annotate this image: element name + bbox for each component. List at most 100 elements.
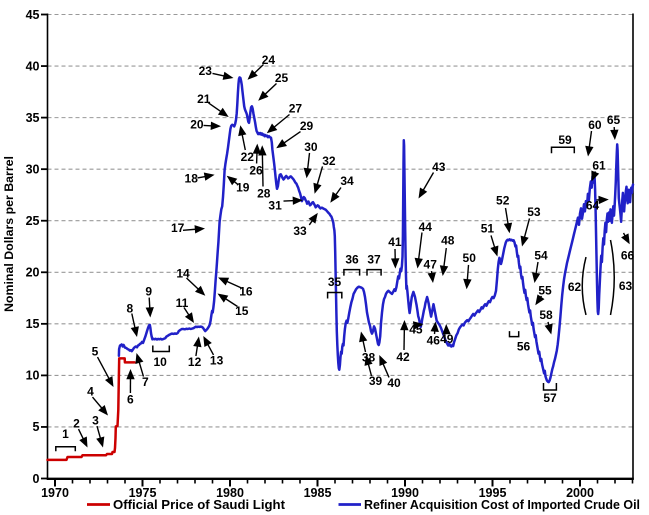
annotation-23-head	[222, 71, 234, 80]
annotation-15-shaft	[223, 297, 238, 308]
annotation-31-number: 31	[268, 198, 282, 212]
annotation-62-paren	[581, 256, 587, 316]
annotation-24-shaft	[252, 64, 264, 75]
annotation-12-number: 12	[188, 355, 202, 369]
annotation-5-head	[105, 376, 114, 387]
annotation-25-head	[258, 90, 269, 101]
annotation-50-number: 50	[463, 251, 477, 265]
annotation-29-number: 29	[300, 119, 314, 133]
annotation-28-head	[258, 145, 267, 156]
annotation-10-bracket	[152, 345, 171, 353]
annotation-18-number: 18	[185, 171, 199, 185]
annotation-16-head	[218, 277, 230, 286]
y-tick-label-10: 10	[26, 369, 40, 383]
annotation-4-number: 4	[87, 384, 94, 398]
annotation-7-shaft	[138, 360, 145, 377]
annotation-9-number: 9	[145, 284, 152, 298]
annotation-62-number: 62	[568, 280, 582, 294]
annotation-17-head	[194, 225, 205, 234]
annotation-24-head	[247, 69, 258, 80]
annotation-37-bracket	[366, 268, 382, 276]
annotation-31-head	[292, 196, 303, 205]
annotation-18-head	[203, 172, 215, 181]
annotation-38-head	[359, 331, 368, 343]
annotation-42-head	[400, 320, 409, 331]
legend-label-saudi-light: Official Price of Saudi Light	[113, 497, 286, 512]
x-tick-label-1970: 1970	[41, 486, 69, 500]
annotation-2-head	[79, 436, 88, 448]
annotation-14-head	[195, 285, 206, 296]
annotation-49-number: 49	[440, 332, 454, 346]
annotation-1-bracket	[55, 445, 77, 452]
annotation-30-number: 30	[304, 140, 318, 154]
annotation-39-shaft	[367, 362, 373, 377]
series-line-refiner-acquisition	[117, 76, 635, 384]
annotation-46-head	[430, 321, 439, 332]
annotation-50-shaft	[466, 264, 470, 282]
annotation-45-number: 45	[409, 323, 423, 337]
series-line-saudi-light	[46, 357, 136, 462]
annotation-16-number: 16	[239, 285, 253, 299]
annotation-27-shaft	[272, 113, 290, 129]
annotation-49-head	[442, 324, 451, 335]
annotation-27-number: 27	[289, 102, 303, 116]
annotation-41-number: 41	[388, 235, 402, 249]
annotation-21-shaft	[208, 102, 223, 114]
annotation-40-number: 40	[387, 376, 401, 390]
annotation-55-head	[535, 294, 545, 306]
annotation-33-number: 33	[293, 224, 307, 238]
annotation-52-number: 52	[496, 194, 510, 208]
annotation-54-shaft	[535, 261, 539, 276]
annotation-3-head	[96, 436, 105, 448]
annotation-13-number: 13	[210, 354, 224, 368]
annotation-22-number: 22	[241, 150, 255, 164]
annotation-7-head	[135, 353, 144, 364]
annotation-58-head	[544, 323, 553, 335]
y-tick-label-0: 0	[33, 472, 40, 486]
annotation-30-shaft	[306, 152, 311, 171]
annotation-43-head	[418, 187, 428, 199]
annotation-52-head	[503, 222, 513, 234]
annotation-11-number: 11	[176, 296, 189, 310]
y-tick-label-20: 20	[26, 266, 40, 280]
annotation-65-head	[610, 129, 619, 140]
annotation-13-head	[203, 336, 212, 347]
annotation-25-number: 25	[275, 71, 289, 85]
annotation-55-number: 55	[538, 284, 552, 298]
annotation-20-number: 20	[190, 118, 204, 132]
y-axis-title: Nominal Dollars per Barrel	[4, 156, 16, 312]
annotation-50-head	[463, 278, 472, 290]
annotation-5-number: 5	[92, 344, 99, 358]
annotation-48-head	[439, 265, 449, 276]
annotation-7-number: 7	[142, 375, 149, 389]
annotation-8-shaft	[131, 313, 136, 330]
annotation-44-head	[414, 257, 423, 269]
annotation-3-shaft	[96, 425, 102, 440]
annotation-22-head	[238, 125, 247, 137]
y-tick-label-5: 5	[33, 420, 40, 434]
annotation-35-number: 35	[328, 275, 342, 289]
y-tick-label-15: 15	[26, 317, 40, 331]
annotation-56-number: 56	[517, 340, 531, 354]
annotation-45-head	[412, 321, 424, 330]
annotation-51-head	[490, 245, 499, 257]
x-tick-label-1995: 1995	[479, 486, 507, 500]
annotation-63-paren	[609, 239, 615, 316]
annotation-63-number: 63	[619, 279, 633, 293]
annotation-48-shaft	[443, 247, 447, 269]
annotation-54-number: 54	[534, 249, 548, 263]
annotation-14-number: 14	[176, 266, 190, 280]
annotation-64-number: 64	[586, 198, 600, 212]
annotation-5-shaft	[96, 356, 111, 381]
annotation-58-number: 58	[539, 308, 553, 322]
annotation-19-number: 19	[236, 181, 250, 195]
annotation-60-shaft	[588, 130, 593, 149]
y-tick-label-30: 30	[26, 162, 40, 176]
annotation-53-shaft	[523, 218, 531, 239]
annotation-26-number: 26	[249, 164, 263, 178]
annotation-20-head	[210, 121, 221, 130]
annotation-32-head	[313, 182, 322, 194]
annotation-13-shaft	[206, 342, 215, 356]
